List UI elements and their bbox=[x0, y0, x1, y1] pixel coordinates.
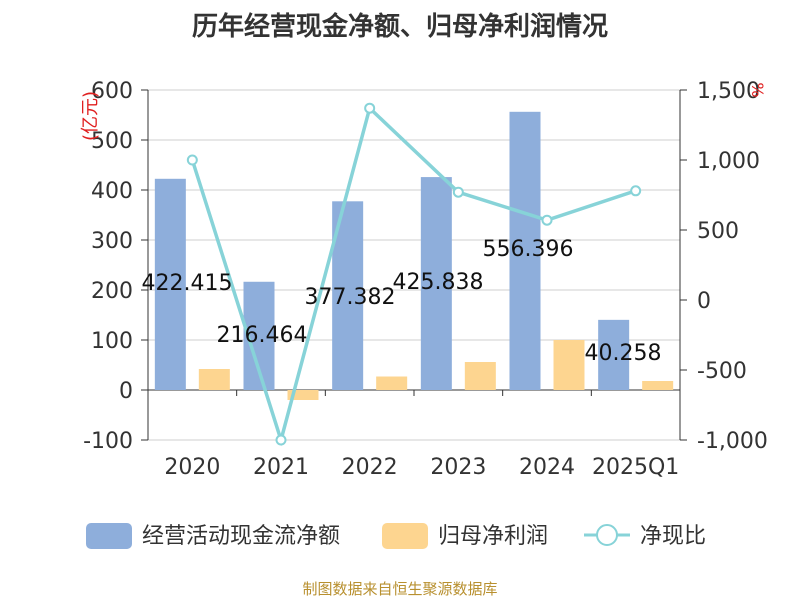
right-tick-label: 500 bbox=[697, 219, 739, 244]
bars bbox=[154, 111, 674, 400]
left-tick-label: 100 bbox=[91, 329, 133, 354]
legend-swatch bbox=[86, 523, 132, 549]
right-tick-label: -1,000 bbox=[697, 429, 768, 454]
cash-flow-bar bbox=[420, 177, 452, 390]
net-profit-bar bbox=[198, 369, 230, 390]
ratio-point bbox=[630, 185, 642, 197]
ratio-point bbox=[275, 434, 287, 446]
axes: -100 0 100 200 300 400 500 600 -1,000 -500 0 500 1,0… bbox=[80, 79, 768, 480]
cash-flow-bar bbox=[154, 178, 186, 390]
category-label: 2020 bbox=[164, 455, 220, 480]
ratio-polyline bbox=[190, 104, 637, 447]
bar-value-label: 40.258 bbox=[585, 341, 662, 366]
cash-flow-bar bbox=[598, 319, 630, 390]
bar-value-label: 556.396 bbox=[483, 237, 574, 262]
net-profit-bar bbox=[464, 362, 496, 390]
left-axis-unit: (亿元) bbox=[80, 91, 101, 141]
right-tick-label: -500 bbox=[697, 359, 747, 384]
left-tick-label: 500 bbox=[91, 129, 133, 154]
ratio-point bbox=[186, 154, 198, 166]
ratio-point bbox=[541, 214, 553, 226]
left-tick-label: -100 bbox=[83, 429, 133, 454]
net-profit-bar bbox=[553, 340, 585, 390]
ratio-line bbox=[186, 102, 642, 447]
net-profit-bar bbox=[642, 381, 674, 390]
net-profit-bar bbox=[287, 390, 319, 400]
left-tick-label: 400 bbox=[91, 179, 133, 204]
category-label: 2023 bbox=[430, 455, 486, 480]
right-tick-label: 0 bbox=[697, 289, 711, 314]
legend-swatch bbox=[382, 523, 428, 549]
right-tick-label: 1,000 bbox=[697, 149, 760, 174]
bar-value-label: 425.838 bbox=[393, 270, 484, 295]
net-profit-bar bbox=[376, 376, 408, 390]
source-footer: 制图数据来自恒生聚源数据库 bbox=[302, 580, 498, 598]
left-tick-label: 600 bbox=[91, 79, 133, 104]
ratio-point bbox=[452, 186, 464, 198]
bar-value-label: 422.415 bbox=[142, 271, 233, 296]
ratio-point bbox=[364, 102, 376, 114]
left-tick-label: 300 bbox=[91, 229, 133, 254]
bar-value-label: 216.464 bbox=[217, 323, 308, 348]
left-tick-label: 0 bbox=[119, 379, 133, 404]
right-tick-label: 1,500 bbox=[697, 79, 760, 104]
category-label: 2025Q1 bbox=[592, 455, 679, 480]
legend-label: 归母净利润 bbox=[438, 524, 548, 549]
chart-title: 历年经营现金净额、归母净利润情况 bbox=[191, 12, 608, 42]
right-axis-unit: % bbox=[748, 82, 767, 97]
cash-flow-bar bbox=[509, 111, 541, 390]
legend-label: 净现比 bbox=[640, 524, 706, 549]
category-label: 2021 bbox=[253, 455, 309, 480]
legend-label: 经营活动现金流净额 bbox=[142, 524, 340, 549]
bar-value-label: 377.382 bbox=[305, 285, 396, 310]
legend: 经营活动现金流净额 归母净利润 净现比 bbox=[86, 523, 706, 549]
left-tick-label: 200 bbox=[91, 279, 133, 304]
legend-marker bbox=[596, 524, 618, 546]
category-label: 2024 bbox=[519, 455, 575, 480]
category-label: 2022 bbox=[342, 455, 398, 480]
